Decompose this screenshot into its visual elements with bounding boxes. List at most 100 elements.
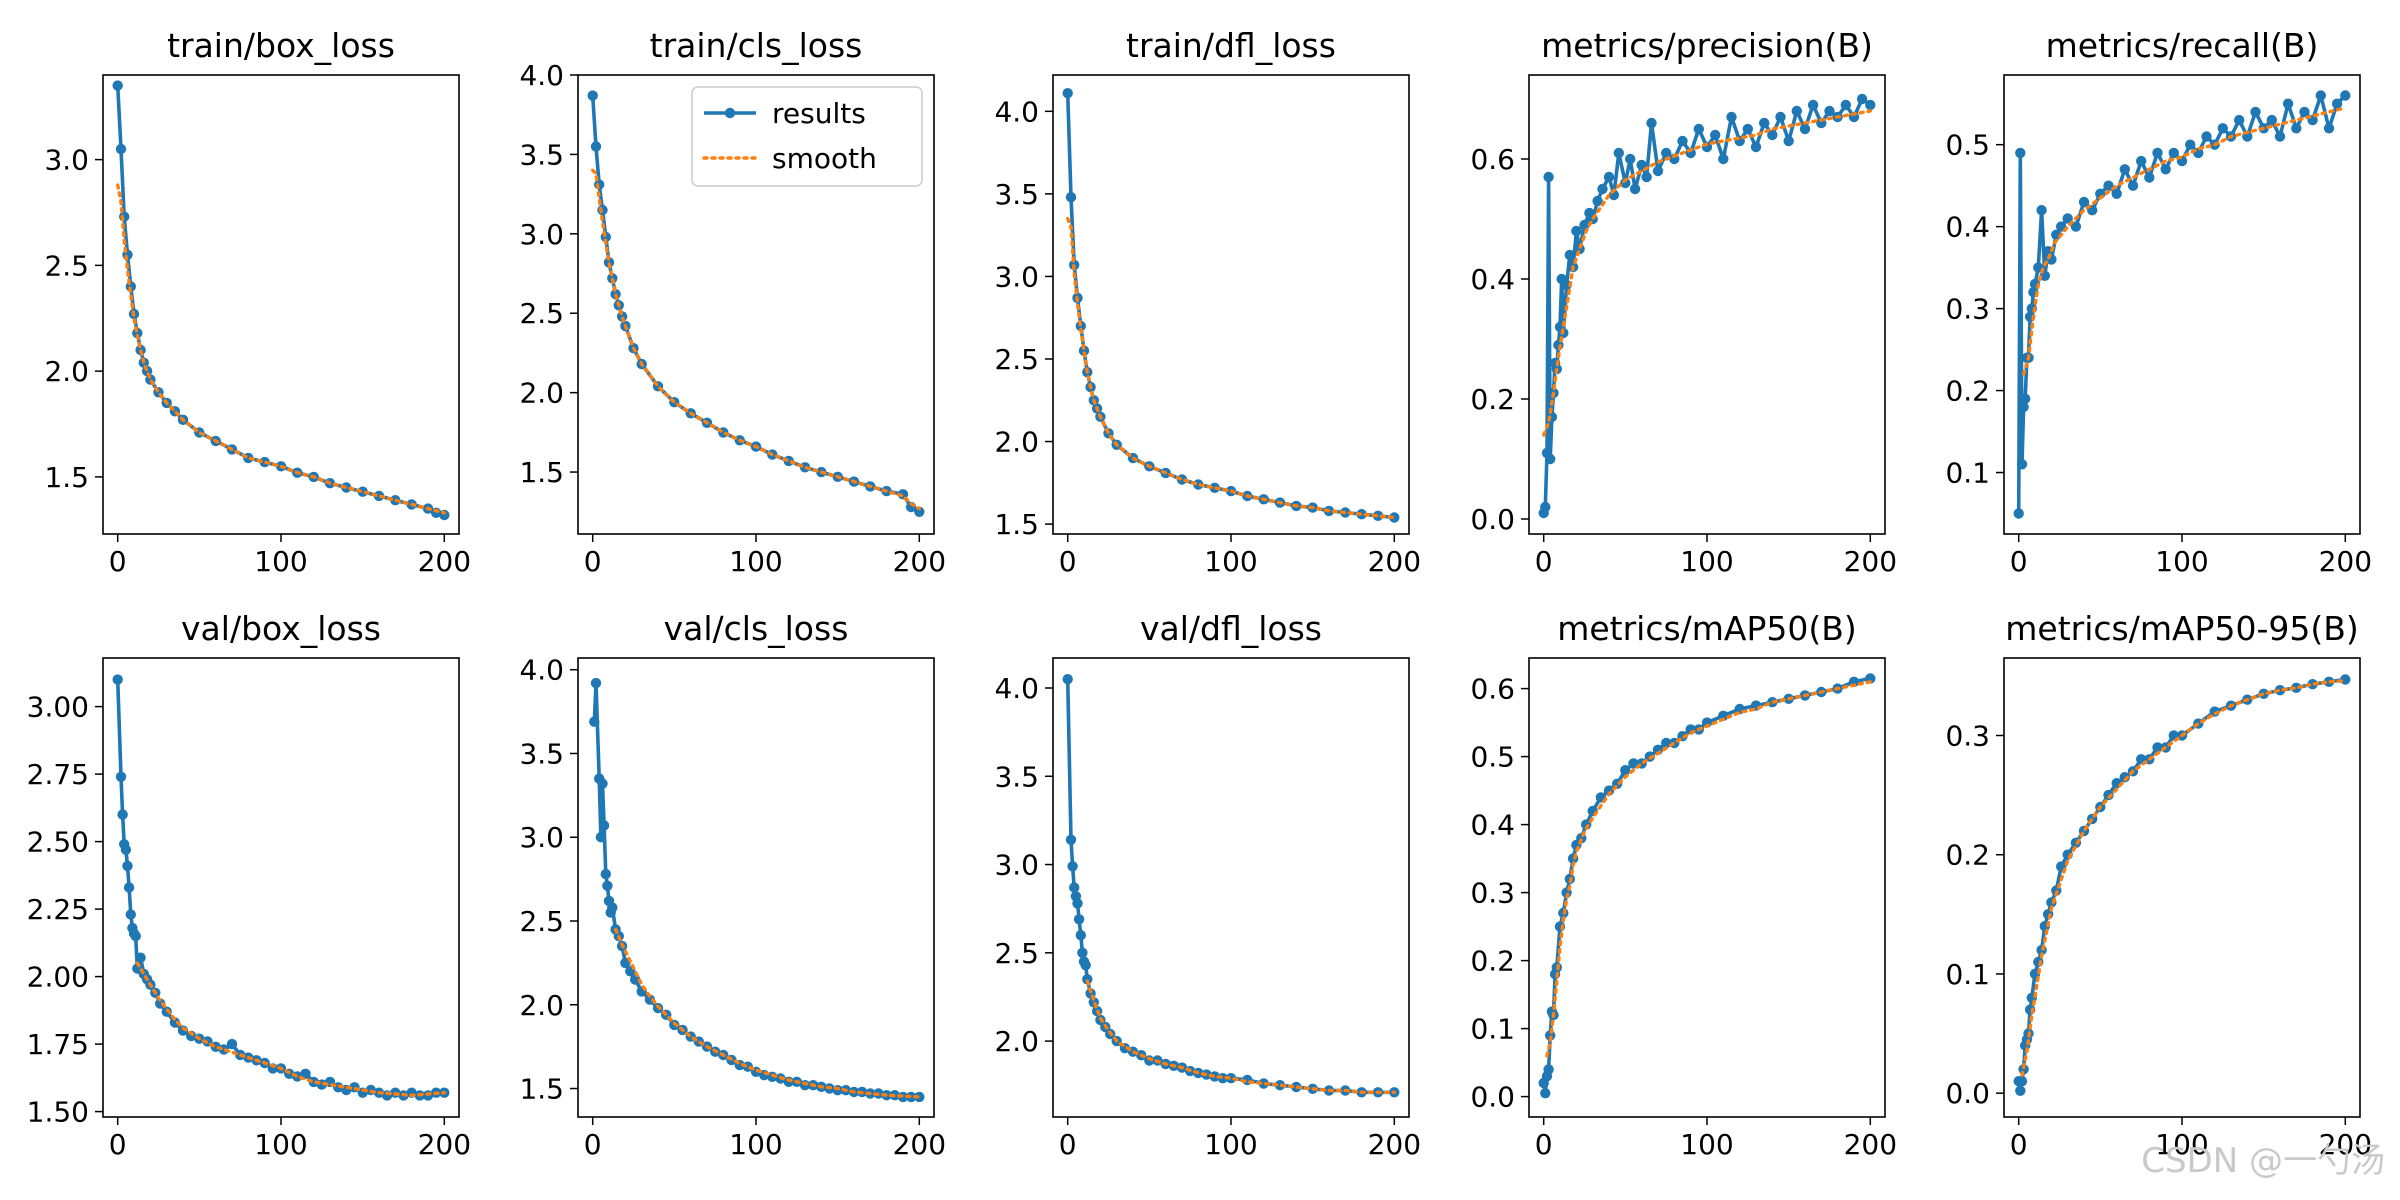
y-tick-label: 0.6 bbox=[1470, 673, 1515, 706]
results-point bbox=[300, 1068, 311, 1080]
y-tick-label: 2.00 bbox=[27, 961, 89, 994]
results-point bbox=[115, 771, 127, 782]
results-point bbox=[2340, 90, 2351, 101]
axes-frame bbox=[102, 657, 460, 1118]
plot-area-metrics-recall-b bbox=[2013, 90, 2351, 519]
axes-frame bbox=[2003, 657, 2361, 1118]
y-tick-label: 0.4 bbox=[1470, 263, 1515, 296]
y-tick-label: 0.3 bbox=[1945, 293, 1990, 326]
y-tick-label: 2.5 bbox=[519, 297, 564, 330]
smooth-line bbox=[591, 168, 921, 511]
results-point bbox=[2127, 180, 2139, 191]
results-point bbox=[590, 677, 602, 689]
x-tick-label: 0 bbox=[1535, 545, 1553, 578]
results-point bbox=[1636, 159, 1647, 171]
results-point bbox=[1065, 192, 1077, 203]
results-point bbox=[1791, 105, 1803, 117]
results-point bbox=[2144, 172, 2155, 183]
results-point bbox=[1759, 117, 1770, 129]
results-point bbox=[2160, 164, 2171, 175]
y-tick-label: 3.0 bbox=[519, 218, 564, 251]
x-tick-label: 100 bbox=[2155, 1128, 2208, 1161]
y-tick-label: 2.5 bbox=[44, 249, 89, 282]
results-point bbox=[1543, 1064, 1554, 1075]
y-tick-label: 2.75 bbox=[27, 758, 89, 791]
results-point bbox=[357, 486, 368, 497]
x-tick-label: 100 bbox=[254, 1128, 307, 1161]
results-point bbox=[1807, 99, 1819, 111]
results-point bbox=[590, 141, 602, 152]
results-point bbox=[2250, 106, 2261, 118]
results-point bbox=[587, 90, 598, 101]
results-point bbox=[2201, 131, 2212, 142]
results-point bbox=[2020, 393, 2031, 404]
y-tick-label: 3.5 bbox=[519, 737, 564, 770]
y-tick-label: 3.0 bbox=[44, 144, 89, 177]
smooth-line bbox=[1085, 979, 1397, 1095]
legend-results-marker bbox=[724, 107, 736, 119]
results-point bbox=[2168, 147, 2179, 159]
chart-panel-train-box-loss: train/box_loss 0 100 200 1.5 2.0 2.5 3.0 bbox=[44, 26, 471, 578]
results-line bbox=[115, 83, 447, 517]
results-point bbox=[2070, 221, 2082, 232]
results-point bbox=[115, 143, 127, 155]
results-line bbox=[1541, 676, 1873, 1095]
results-point bbox=[2013, 508, 2024, 519]
results-point bbox=[1592, 195, 1603, 207]
smooth-line bbox=[1545, 680, 1873, 1058]
results-line bbox=[1065, 91, 1397, 520]
results-point bbox=[2152, 147, 2163, 159]
chart-title-train-dfl-loss: train/dfl_loss bbox=[1126, 26, 1336, 65]
results-point bbox=[112, 80, 123, 91]
smooth-line bbox=[2020, 679, 2348, 1078]
axes-frame bbox=[577, 74, 935, 535]
results-point bbox=[2340, 674, 2351, 685]
y-tick-label: 2.0 bbox=[44, 355, 89, 388]
x-tick-label: 100 bbox=[1680, 545, 1733, 578]
chart-title-val-cls-loss: val/cls_loss bbox=[664, 609, 849, 648]
y-tick-label: 3.5 bbox=[519, 138, 564, 171]
results-point bbox=[1710, 129, 1721, 141]
results-point bbox=[112, 674, 123, 685]
chart-title-metrics-map50-95-b: metrics/mAP50-95(B) bbox=[2005, 609, 2358, 648]
chart-title-train-box-loss: train/box_loss bbox=[167, 26, 395, 65]
results-point bbox=[2136, 155, 2147, 167]
y-tick-label: 4.0 bbox=[994, 95, 1039, 128]
plot-area-train-cls-loss bbox=[587, 90, 925, 517]
smooth-line bbox=[2021, 106, 2348, 376]
results-point bbox=[117, 809, 128, 820]
results-point bbox=[226, 1038, 238, 1050]
plot-area-val-box-loss bbox=[112, 674, 450, 1101]
results-point bbox=[1193, 479, 1204, 490]
y-tick-label: 0.3 bbox=[1945, 719, 1990, 752]
y-tick-label: 0.4 bbox=[1945, 211, 1990, 244]
y-tick-label: 3.00 bbox=[27, 691, 89, 724]
results-point bbox=[1693, 123, 1705, 135]
y-tick-label: 0.4 bbox=[1470, 809, 1515, 842]
y-tick-label: 3.0 bbox=[994, 849, 1039, 882]
results-point bbox=[2119, 164, 2130, 175]
results-point bbox=[1543, 171, 1554, 183]
results-point bbox=[2103, 180, 2114, 191]
results-point bbox=[169, 1017, 181, 1028]
y-tick-label: 0.3 bbox=[1470, 877, 1515, 910]
y-tick-label: 1.5 bbox=[519, 1073, 564, 1106]
x-tick-label: 0 bbox=[1059, 545, 1077, 578]
results-point bbox=[1799, 123, 1811, 135]
results-point bbox=[1075, 930, 1087, 941]
chart-panel-train-dfl-loss: train/dfl_loss 0 100 200 1.5 2.0 2.5 3.0 3.5 4.0 bbox=[994, 26, 1421, 578]
results-point bbox=[2016, 1076, 2028, 1087]
results-point bbox=[1225, 1073, 1237, 1084]
results-point bbox=[1641, 171, 1652, 183]
results-point bbox=[2036, 205, 2047, 216]
results-point bbox=[2266, 114, 2277, 126]
results-point bbox=[1726, 111, 1737, 123]
results-point bbox=[1718, 153, 1729, 165]
smooth-line bbox=[115, 183, 446, 515]
results-point bbox=[1597, 183, 1608, 195]
results-point bbox=[1077, 947, 1088, 958]
results-point bbox=[2111, 188, 2122, 199]
y-tick-label: 0.1 bbox=[1945, 457, 1990, 490]
results-point bbox=[595, 832, 607, 843]
